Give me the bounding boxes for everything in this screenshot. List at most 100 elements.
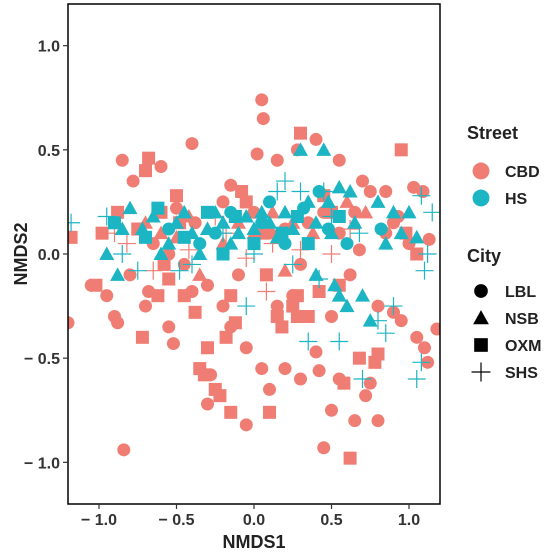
data-point: [170, 201, 183, 215]
data-point: [257, 282, 276, 301]
legend-label-hs: HS: [505, 191, 528, 208]
data-point: [238, 209, 254, 223]
data-point: [115, 153, 129, 167]
data-point: [339, 298, 355, 313]
data-point: [193, 237, 207, 251]
data-point: [370, 194, 386, 208]
data-point: [117, 234, 136, 253]
data-point: [290, 210, 304, 223]
legend-city-title: City: [467, 246, 501, 266]
data-point: [157, 257, 171, 271]
data-point: [144, 261, 163, 280]
legend-key-nsb: [473, 310, 489, 325]
data-point: [285, 221, 301, 235]
x-tick-label: 0.0: [243, 512, 265, 529]
data-point: [299, 332, 318, 351]
data-point: [237, 249, 256, 268]
data-point: [113, 245, 132, 263]
data-point: [151, 289, 165, 303]
data-point: [201, 278, 214, 292]
data-point: [317, 441, 331, 455]
data-point: [111, 205, 125, 219]
data-point: [219, 330, 233, 344]
data-point: [216, 247, 230, 261]
data-point: [68, 230, 78, 244]
data-point: [100, 289, 114, 303]
data-point: [290, 289, 304, 303]
data-point: [117, 443, 131, 457]
y-tick-label: 1.0: [38, 39, 60, 56]
data-point: [412, 353, 431, 372]
data-point: [374, 222, 388, 236]
data-point: [331, 288, 347, 302]
x-tick-label: − 1.0: [81, 512, 117, 529]
data-point: [275, 226, 289, 240]
data-point: [228, 316, 242, 330]
data-point: [228, 210, 242, 223]
data-point: [340, 237, 354, 251]
data-point: [290, 310, 304, 323]
data-point: [410, 247, 424, 261]
data-point: [379, 185, 393, 198]
data-point: [353, 370, 372, 388]
data-point: [339, 194, 355, 208]
data-point: [369, 311, 387, 330]
data-point: [327, 277, 343, 292]
data-point: [394, 143, 408, 157]
data-point: [170, 189, 183, 203]
y-tick-label: 0.5: [38, 143, 60, 160]
legend-label-nsb: NSB: [505, 311, 539, 328]
data-point: [142, 151, 156, 165]
data-point: [275, 320, 289, 334]
data-point: [423, 203, 440, 222]
legend-key-cbd: [472, 162, 490, 180]
data-point: [309, 132, 323, 146]
data-point: [213, 389, 227, 403]
data-point: [216, 195, 230, 209]
data-point: [268, 182, 287, 201]
data-point: [294, 372, 307, 386]
data-point: [430, 322, 440, 336]
data-point: [123, 268, 137, 282]
data-point: [350, 224, 369, 243]
data-point: [224, 289, 238, 303]
x-tick-label: 1.0: [398, 512, 420, 529]
data-point: [355, 288, 370, 302]
data-point: [278, 362, 292, 376]
legend-street-title: Street: [467, 123, 518, 143]
data-point: [277, 263, 293, 277]
data-point: [416, 185, 430, 198]
data-point: [153, 246, 169, 260]
data-point: [341, 220, 360, 238]
data-point: [409, 229, 425, 244]
data-point: [170, 261, 189, 280]
data-point: [232, 268, 245, 282]
data-point: [363, 185, 377, 198]
axes: − 1.0 − 0.5 0.0 0.5 1.0 − 1.0 − 0.5 0.0 0.5 1.0: [24, 39, 420, 529]
data-point: [224, 405, 238, 419]
data-point: [188, 305, 202, 319]
data-point: [192, 246, 208, 260]
data-point: [384, 297, 403, 316]
data-point: [97, 207, 116, 226]
data-point: [418, 341, 431, 355]
data-point: [325, 310, 338, 323]
x-tick-label: − 0.5: [158, 512, 194, 529]
data-point: [387, 216, 400, 230]
legend-key-lbl: [474, 284, 488, 298]
data-point: [110, 267, 126, 281]
series-hs-oxm: [108, 201, 346, 261]
data-point: [309, 345, 323, 359]
data-point: [393, 225, 409, 240]
data-point: [68, 213, 81, 232]
data-point: [185, 137, 199, 151]
data-point: [111, 316, 125, 330]
data-point: [154, 160, 168, 173]
data-point: [376, 324, 395, 343]
data-point: [316, 142, 332, 156]
data-point: [255, 93, 269, 107]
data-point: [358, 204, 374, 219]
data-point: [320, 194, 336, 208]
data-point: [312, 285, 326, 298]
